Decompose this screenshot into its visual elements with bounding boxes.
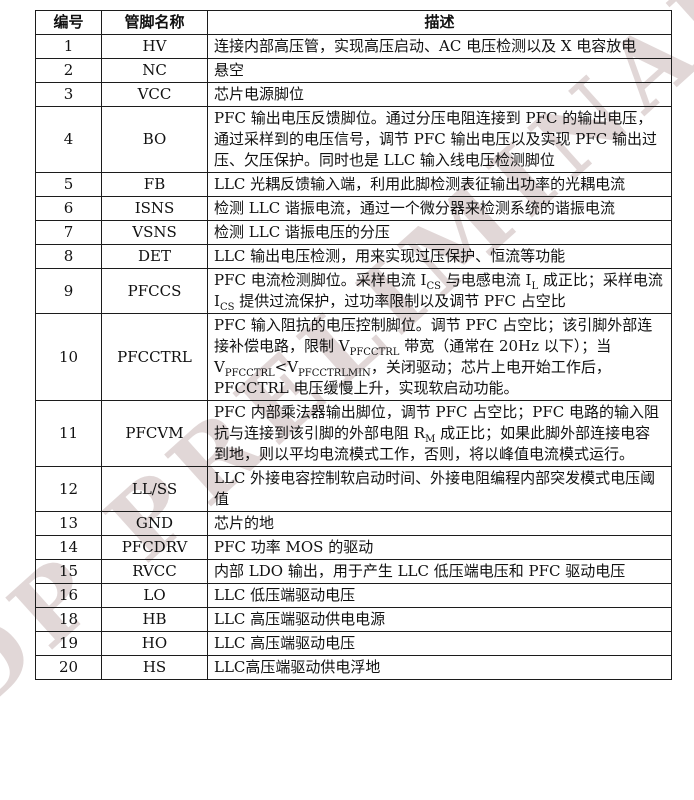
table-row: 2 NC 悬空	[35, 58, 672, 83]
pin-number-cell: 8	[35, 244, 102, 269]
table-row: 5 FB LLC 光耦反馈输入端，利用此脚检测表征输出功率的光耦电流	[35, 172, 672, 197]
pin-description-cell: LLC 高压端驱动供电电源	[207, 607, 672, 632]
table-row: 16 LO LLC 低压端驱动电压	[35, 583, 672, 608]
table-row: 13 GND 芯片的地	[35, 511, 672, 536]
pin-name-cell: HS	[101, 655, 208, 680]
pin-description-cell: LLC 光耦反馈输入端，利用此脚检测表征输出功率的光耦电流	[207, 172, 672, 197]
table-row: 10 PFCCTRL PFC 输入阻抗的电压控制脚位。调节 PFC 占空比；该引脚外…	[35, 313, 672, 401]
header-pin-name: 管脚名称	[101, 10, 208, 35]
pin-description-cell: 芯片的地	[207, 511, 672, 536]
pin-name-cell: FB	[101, 172, 208, 197]
pin-name-cell: PFCCS	[101, 268, 208, 314]
pin-number-cell: 3	[35, 82, 102, 107]
table-row: 9 PFCCS PFC 电流检测脚位。采样电流 ICS 与电感电流 IL 成正比；采…	[35, 268, 672, 314]
pin-number-cell: 16	[35, 583, 102, 608]
table-row: 7 VSNS 检测 LLC 谐振电压的分压	[35, 220, 672, 245]
pin-description-cell: LLC 外接电容控制软启动时间、外接电阻编程内部突发模式电压阈值	[207, 466, 672, 512]
table-row: 12 LL/SS LLC 外接电容控制软启动时间、外接电阻编程内部突发模式电压阈值	[35, 466, 672, 512]
pin-name-cell: DET	[101, 244, 208, 269]
pin-description-cell: 芯片电源脚位	[207, 82, 672, 107]
pin-name-cell: PFCCTRL	[101, 313, 208, 401]
pin-description-cell: 检测 LLC 谐振电压的分压	[207, 220, 672, 245]
pin-description-cell: PFC 输入阻抗的电压控制脚位。调节 PFC 占空比；该引脚外部连接补偿电路，限…	[207, 313, 672, 401]
pin-description-cell: LLC 输出电压检测，用来实现过压保护、恒流等功能	[207, 244, 672, 269]
pin-description-cell: LLC 低压端驱动电压	[207, 583, 672, 608]
table-header-row: 编号 管脚名称 描述	[35, 10, 672, 35]
pin-number-cell: 7	[35, 220, 102, 245]
pin-name-cell: HO	[101, 631, 208, 656]
pin-number-cell: 14	[35, 535, 102, 560]
pin-description-cell: 悬空	[207, 58, 672, 83]
pin-description-cell: 连接内部高压管，实现高压启动、AC 电压检测以及 X 电容放电	[207, 34, 672, 59]
pin-description-cell: PFC 输出电压反馈脚位。通过分压电阻连接到 PFC 的输出电压，通过采样到的电…	[207, 106, 672, 173]
pin-name-cell: LO	[101, 583, 208, 608]
pin-number-cell: 11	[35, 400, 102, 467]
pin-number-cell: 20	[35, 655, 102, 680]
pin-number-cell: 9	[35, 268, 102, 314]
pin-name-cell: ISNS	[101, 196, 208, 221]
pin-number-cell: 10	[35, 313, 102, 401]
table-row: 15 RVCC 内部 LDO 输出，用于产生 LLC 低压端电压和 PFC 驱动电压	[35, 559, 672, 584]
pin-description-cell: 内部 LDO 输出，用于产生 LLC 低压端电压和 PFC 驱动电压	[207, 559, 672, 584]
pin-name-cell: GND	[101, 511, 208, 536]
pin-name-cell: HV	[101, 34, 208, 59]
table-row: 6 ISNS 检测 LLC 谐振电流，通过一个微分器来检测系统的谐振电流	[35, 196, 672, 221]
pin-name-cell: PFCDRV	[101, 535, 208, 560]
pin-name-cell: BO	[101, 106, 208, 173]
table-row: 11 PFCVM PFC 内部乘法器输出脚位，调节 PFC 占空比；PFC 电路的输…	[35, 400, 672, 467]
pin-description-cell: 检测 LLC 谐振电流，通过一个微分器来检测系统的谐振电流	[207, 196, 672, 221]
table-row: 14 PFCDRV PFC 功率 MOS 的驱动	[35, 535, 672, 560]
pin-description-cell: LLC 高压端驱动电压	[207, 631, 672, 656]
header-description: 描述	[207, 10, 672, 35]
pin-number-cell: 2	[35, 58, 102, 83]
pin-number-cell: 1	[35, 34, 102, 59]
pin-number-cell: 5	[35, 172, 102, 197]
pin-name-cell: LL/SS	[101, 466, 208, 512]
pin-name-cell: VCC	[101, 82, 208, 107]
pin-number-cell: 6	[35, 196, 102, 221]
pin-description-cell: PFC 内部乘法器输出脚位，调节 PFC 占空比；PFC 电路的输入阻抗与连接到…	[207, 400, 672, 467]
table-row: 3 VCC 芯片电源脚位	[35, 82, 672, 107]
table-row: 1 HV 连接内部高压管，实现高压启动、AC 电压检测以及 X 电容放电	[35, 34, 672, 59]
pin-number-cell: 12	[35, 466, 102, 512]
table-row: 18 HB LLC 高压端驱动供电电源	[35, 607, 672, 632]
table-row: 8 DET LLC 输出电压检测，用来实现过压保护、恒流等功能	[35, 244, 672, 269]
pin-name-cell: RVCC	[101, 559, 208, 584]
pin-description-table: 编号 管脚名称 描述 1 HV 连接内部高压管，实现高压启动、AC 电压检测以及 X…	[35, 10, 672, 680]
pin-table-body: 1 HV 连接内部高压管，实现高压启动、AC 电压检测以及 X 电容放电 2 NC 悬空 3…	[35, 34, 672, 680]
pin-number-cell: 19	[35, 631, 102, 656]
header-pin-number: 编号	[35, 10, 102, 35]
pin-description-cell: LLC高压端驱动供电浮地	[207, 655, 672, 680]
table-row: 20 HS LLC高压端驱动供电浮地	[35, 655, 672, 680]
pin-number-cell: 15	[35, 559, 102, 584]
pin-number-cell: 13	[35, 511, 102, 536]
table-row: 19 HO LLC 高压端驱动电压	[35, 631, 672, 656]
pin-name-cell: VSNS	[101, 220, 208, 245]
pin-name-cell: HB	[101, 607, 208, 632]
pin-description-cell: PFC 电流检测脚位。采样电流 ICS 与电感电流 IL 成正比；采样电流 IC…	[207, 268, 672, 314]
pin-number-cell: 18	[35, 607, 102, 632]
table-row: 4 BO PFC 输出电压反馈脚位。通过分压电阻连接到 PFC 的输出电压，通过采样…	[35, 106, 672, 173]
pin-number-cell: 4	[35, 106, 102, 173]
pin-name-cell: NC	[101, 58, 208, 83]
pin-name-cell: PFCVM	[101, 400, 208, 467]
pin-description-cell: PFC 功率 MOS 的驱动	[207, 535, 672, 560]
